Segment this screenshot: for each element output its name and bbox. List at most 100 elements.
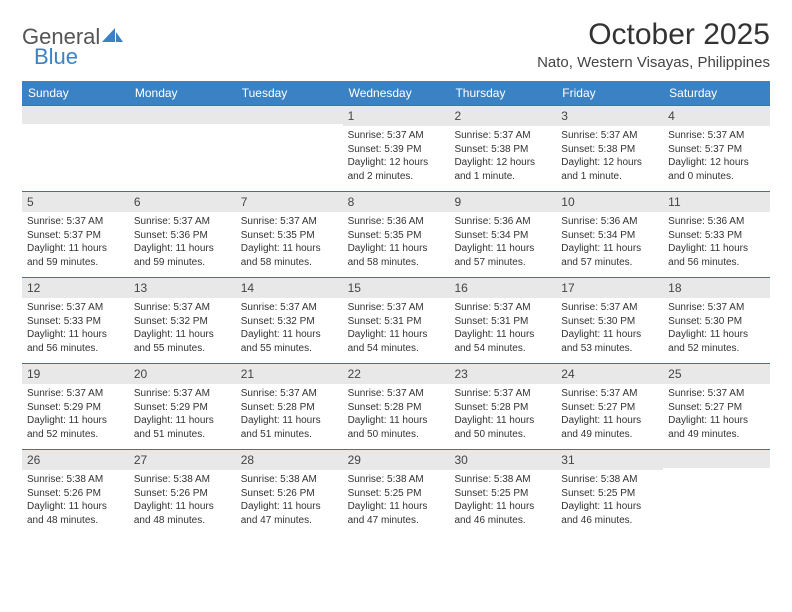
- sunrise: Sunrise: 5:37 AM: [27, 215, 124, 229]
- sunset: Sunset: 5:34 PM: [454, 229, 551, 243]
- sunrise: Sunrise: 5:37 AM: [241, 301, 338, 315]
- day-number: 27: [129, 449, 236, 470]
- daylight: Daylight: 12 hours and 0 minutes.: [668, 156, 765, 183]
- day-number: 5: [22, 191, 129, 212]
- sunset: Sunset: 5:36 PM: [134, 229, 231, 243]
- sunrise: Sunrise: 5:38 AM: [348, 473, 445, 487]
- sunrise: Sunrise: 5:37 AM: [561, 301, 658, 315]
- day-body: Sunrise: 5:37 AMSunset: 5:36 PMDaylight:…: [129, 212, 236, 275]
- sunset: Sunset: 5:38 PM: [454, 143, 551, 157]
- sunset: Sunset: 5:28 PM: [454, 401, 551, 415]
- day-cell: 23Sunrise: 5:37 AMSunset: 5:28 PMDayligh…: [449, 363, 556, 449]
- day-cell: [236, 105, 343, 191]
- sunset: Sunset: 5:30 PM: [668, 315, 765, 329]
- day-body: Sunrise: 5:38 AMSunset: 5:26 PMDaylight:…: [22, 470, 129, 533]
- sunrise: Sunrise: 5:37 AM: [668, 129, 765, 143]
- daylight: Daylight: 11 hours and 48 minutes.: [134, 500, 231, 527]
- day-number: 21: [236, 363, 343, 384]
- day-number: 28: [236, 449, 343, 470]
- sunset: Sunset: 5:28 PM: [241, 401, 338, 415]
- sunrise: Sunrise: 5:37 AM: [134, 301, 231, 315]
- logo: General Blue: [22, 18, 124, 50]
- sunrise: Sunrise: 5:37 AM: [561, 387, 658, 401]
- day-cell: 3Sunrise: 5:37 AMSunset: 5:38 PMDaylight…: [556, 105, 663, 191]
- sunset: Sunset: 5:26 PM: [241, 487, 338, 501]
- day-cell: 16Sunrise: 5:37 AMSunset: 5:31 PMDayligh…: [449, 277, 556, 363]
- daylight: Daylight: 11 hours and 56 minutes.: [27, 328, 124, 355]
- sunrise: Sunrise: 5:37 AM: [348, 129, 445, 143]
- day-cell: 25Sunrise: 5:37 AMSunset: 5:27 PMDayligh…: [663, 363, 770, 449]
- day-cell: 31Sunrise: 5:38 AMSunset: 5:25 PMDayligh…: [556, 449, 663, 535]
- day-number: 6: [129, 191, 236, 212]
- day-cell: 21Sunrise: 5:37 AMSunset: 5:28 PMDayligh…: [236, 363, 343, 449]
- day-cell: 6Sunrise: 5:37 AMSunset: 5:36 PMDaylight…: [129, 191, 236, 277]
- empty-day-bar: [129, 105, 236, 124]
- sunset: Sunset: 5:35 PM: [348, 229, 445, 243]
- sunset: Sunset: 5:29 PM: [134, 401, 231, 415]
- daylight: Daylight: 11 hours and 52 minutes.: [668, 328, 765, 355]
- empty-day-bar: [22, 105, 129, 124]
- day-cell: 15Sunrise: 5:37 AMSunset: 5:31 PMDayligh…: [343, 277, 450, 363]
- day-cell: 14Sunrise: 5:37 AMSunset: 5:32 PMDayligh…: [236, 277, 343, 363]
- sunrise: Sunrise: 5:37 AM: [668, 301, 765, 315]
- week-row: 26Sunrise: 5:38 AMSunset: 5:26 PMDayligh…: [22, 449, 770, 535]
- day-body: Sunrise: 5:37 AMSunset: 5:32 PMDaylight:…: [129, 298, 236, 361]
- daylight: Daylight: 11 hours and 48 minutes.: [27, 500, 124, 527]
- day-body: Sunrise: 5:37 AMSunset: 5:31 PMDaylight:…: [343, 298, 450, 361]
- day-number: 24: [556, 363, 663, 384]
- sunrise: Sunrise: 5:37 AM: [27, 387, 124, 401]
- day-body: Sunrise: 5:37 AMSunset: 5:38 PMDaylight:…: [556, 126, 663, 189]
- logo-word2: Blue: [34, 44, 78, 70]
- day-number: 11: [663, 191, 770, 212]
- day-number: 3: [556, 105, 663, 126]
- daylight: Daylight: 11 hours and 58 minutes.: [348, 242, 445, 269]
- day-cell: [663, 449, 770, 535]
- empty-day-bar: [236, 105, 343, 124]
- sunset: Sunset: 5:27 PM: [668, 401, 765, 415]
- day-number: 12: [22, 277, 129, 298]
- daylight: Daylight: 11 hours and 57 minutes.: [454, 242, 551, 269]
- daylight: Daylight: 11 hours and 57 minutes.: [561, 242, 658, 269]
- day-header: Friday: [556, 81, 663, 105]
- sunrise: Sunrise: 5:37 AM: [348, 301, 445, 315]
- day-number: 20: [129, 363, 236, 384]
- day-cell: 10Sunrise: 5:36 AMSunset: 5:34 PMDayligh…: [556, 191, 663, 277]
- day-body: Sunrise: 5:37 AMSunset: 5:30 PMDaylight:…: [663, 298, 770, 361]
- daylight: Daylight: 11 hours and 46 minutes.: [561, 500, 658, 527]
- day-cell: 9Sunrise: 5:36 AMSunset: 5:34 PMDaylight…: [449, 191, 556, 277]
- sunset: Sunset: 5:31 PM: [454, 315, 551, 329]
- daylight: Daylight: 11 hours and 47 minutes.: [348, 500, 445, 527]
- day-number: 17: [556, 277, 663, 298]
- sunrise: Sunrise: 5:38 AM: [27, 473, 124, 487]
- month-title: October 2025: [537, 18, 770, 52]
- week-row: 5Sunrise: 5:37 AMSunset: 5:37 PMDaylight…: [22, 191, 770, 277]
- day-header-row: SundayMondayTuesdayWednesdayThursdayFrid…: [22, 81, 770, 105]
- day-cell: 27Sunrise: 5:38 AMSunset: 5:26 PMDayligh…: [129, 449, 236, 535]
- day-number: 23: [449, 363, 556, 384]
- sunrise: Sunrise: 5:38 AM: [134, 473, 231, 487]
- day-cell: 29Sunrise: 5:38 AMSunset: 5:25 PMDayligh…: [343, 449, 450, 535]
- sunrise: Sunrise: 5:37 AM: [454, 387, 551, 401]
- daylight: Daylight: 12 hours and 1 minute.: [561, 156, 658, 183]
- sunrise: Sunrise: 5:38 AM: [241, 473, 338, 487]
- day-body: Sunrise: 5:38 AMSunset: 5:26 PMDaylight:…: [129, 470, 236, 533]
- day-body: Sunrise: 5:37 AMSunset: 5:28 PMDaylight:…: [449, 384, 556, 447]
- day-body: Sunrise: 5:37 AMSunset: 5:31 PMDaylight:…: [449, 298, 556, 361]
- day-body: Sunrise: 5:37 AMSunset: 5:37 PMDaylight:…: [663, 126, 770, 189]
- day-number: 2: [449, 105, 556, 126]
- day-number: 1: [343, 105, 450, 126]
- day-number: 25: [663, 363, 770, 384]
- sunrise: Sunrise: 5:38 AM: [561, 473, 658, 487]
- day-header: Tuesday: [236, 81, 343, 105]
- day-cell: 20Sunrise: 5:37 AMSunset: 5:29 PMDayligh…: [129, 363, 236, 449]
- day-cell: 5Sunrise: 5:37 AMSunset: 5:37 PMDaylight…: [22, 191, 129, 277]
- sunset: Sunset: 5:25 PM: [454, 487, 551, 501]
- day-header: Monday: [129, 81, 236, 105]
- day-header: Thursday: [449, 81, 556, 105]
- day-body: Sunrise: 5:38 AMSunset: 5:26 PMDaylight:…: [236, 470, 343, 533]
- sunset: Sunset: 5:32 PM: [134, 315, 231, 329]
- day-number: 15: [343, 277, 450, 298]
- day-cell: 8Sunrise: 5:36 AMSunset: 5:35 PMDaylight…: [343, 191, 450, 277]
- sunset: Sunset: 5:32 PM: [241, 315, 338, 329]
- day-cell: 4Sunrise: 5:37 AMSunset: 5:37 PMDaylight…: [663, 105, 770, 191]
